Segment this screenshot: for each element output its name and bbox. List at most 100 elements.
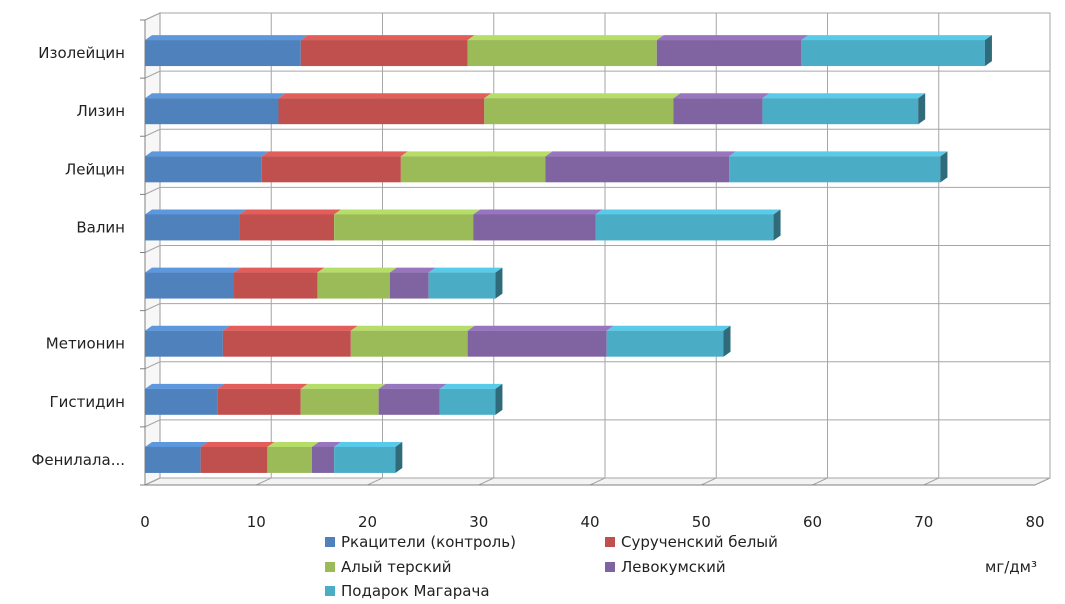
legend-item: Сурученский белый xyxy=(605,533,778,551)
bars-group xyxy=(145,35,992,473)
gridline-floor xyxy=(701,477,717,486)
bar-segment xyxy=(200,446,268,473)
x-tick-label: 50 xyxy=(692,513,711,531)
legend-label: Сурученский белый xyxy=(621,533,778,551)
bar-segment xyxy=(267,446,312,473)
x-tick-label: 80 xyxy=(1025,513,1044,531)
bar-segment xyxy=(762,98,919,125)
bar-end-face xyxy=(984,35,992,67)
bar-row xyxy=(145,267,503,299)
category-label: Изолейцин xyxy=(38,44,125,62)
x-tick-labels: 0 10 20 30 40 50 60 70 80 xyxy=(140,513,1044,531)
bar-segment-top xyxy=(439,383,503,389)
bar-segment-top xyxy=(545,151,737,157)
bar-segment xyxy=(145,214,240,241)
gridline-side xyxy=(144,70,161,79)
gridline-floor xyxy=(589,477,606,486)
bar-segment-top xyxy=(801,35,992,41)
bar-segment-top xyxy=(334,209,481,215)
bar-segment-top xyxy=(261,151,408,157)
bar-segment-top xyxy=(145,151,269,157)
bar-segment-top xyxy=(762,93,926,99)
bar-segment-top xyxy=(267,441,319,447)
bar-end-face xyxy=(495,267,503,299)
bar-segment xyxy=(467,330,607,357)
legend-label: Подарок Магарача xyxy=(341,582,490,600)
bar-end-face xyxy=(723,325,731,357)
legend-label: Левокумский xyxy=(621,558,726,576)
bar-segment xyxy=(673,98,763,125)
category-label: Гистидин xyxy=(49,393,125,411)
bar-segment xyxy=(467,40,657,67)
bar-segment-top xyxy=(145,209,247,215)
bar-segment xyxy=(300,40,468,67)
bar-segment xyxy=(239,214,335,241)
bar-row xyxy=(145,325,731,357)
bar-segment-top xyxy=(145,267,241,273)
bar-segment xyxy=(278,98,485,125)
bar-segment xyxy=(389,272,429,299)
bar-segment-top xyxy=(389,267,436,273)
bar-segment xyxy=(729,156,941,183)
bar-segment-top xyxy=(145,441,208,447)
gridline-floor xyxy=(478,477,494,486)
bar-segment xyxy=(595,214,774,241)
gridline-floor xyxy=(812,477,828,486)
gridline-side xyxy=(144,419,161,428)
x-tick-label: 20 xyxy=(358,513,377,531)
bar-segment xyxy=(317,272,390,299)
category-labels: Изолейцин Лизин Лейцин Валин Метионин Гистиди… xyxy=(31,44,125,469)
bar-segment-top xyxy=(222,325,358,331)
bar-segment-top xyxy=(317,267,397,273)
bar-segment-top xyxy=(656,35,809,41)
bar-segment xyxy=(606,330,724,357)
bar-end-face xyxy=(940,151,948,183)
gridline-side xyxy=(144,128,161,137)
legend-swatch xyxy=(325,537,335,547)
legend-item: Подарок Магарача xyxy=(325,582,490,600)
bar-segment-top xyxy=(145,325,230,331)
bar-segment-top xyxy=(311,441,342,447)
x-tick-label: 10 xyxy=(247,513,266,531)
bar-row xyxy=(145,35,992,67)
bar-segment xyxy=(145,98,279,125)
legend-label: Ркацители (контроль) xyxy=(341,533,516,551)
gridline-side xyxy=(144,477,161,486)
bar-segment-top xyxy=(145,383,225,389)
x-tick-label: 40 xyxy=(580,513,599,531)
bar-segment xyxy=(378,388,440,415)
bar-segment-top xyxy=(239,209,342,215)
bar-segment xyxy=(311,446,335,473)
bar-segment xyxy=(145,40,301,67)
bar-segment xyxy=(145,330,223,357)
bar-segment xyxy=(145,156,262,183)
x-unit-label: мг/дм³ xyxy=(985,558,1037,576)
bar-segment xyxy=(439,388,496,415)
bar-segment xyxy=(400,156,546,183)
bar-segment xyxy=(334,446,396,473)
bar-segment xyxy=(656,40,802,67)
gridline-side xyxy=(144,361,161,370)
x-tick-label: 30 xyxy=(469,513,488,531)
bar-segment xyxy=(545,156,730,183)
bar-end-face xyxy=(395,441,403,473)
bar-segment-top xyxy=(473,209,603,215)
gridline-floor xyxy=(923,477,939,486)
bar-segment-top xyxy=(729,151,948,157)
bar-segment xyxy=(350,330,468,357)
bar-row xyxy=(145,93,926,125)
bar-row xyxy=(145,151,948,183)
category-label: Фенилала... xyxy=(31,451,125,469)
legend-swatch xyxy=(325,586,335,596)
bar-end-face xyxy=(918,93,926,125)
legend-item: Ркацители (контроль) xyxy=(325,533,516,551)
bar-segment-top xyxy=(606,325,731,331)
gridline-side xyxy=(144,245,161,253)
bar-segment xyxy=(145,388,218,415)
bar-segment xyxy=(217,388,301,415)
bar-segment-top xyxy=(467,325,614,331)
x-tick-label: 0 xyxy=(140,513,150,531)
bar-row xyxy=(145,383,503,415)
bar-segment xyxy=(334,214,474,241)
